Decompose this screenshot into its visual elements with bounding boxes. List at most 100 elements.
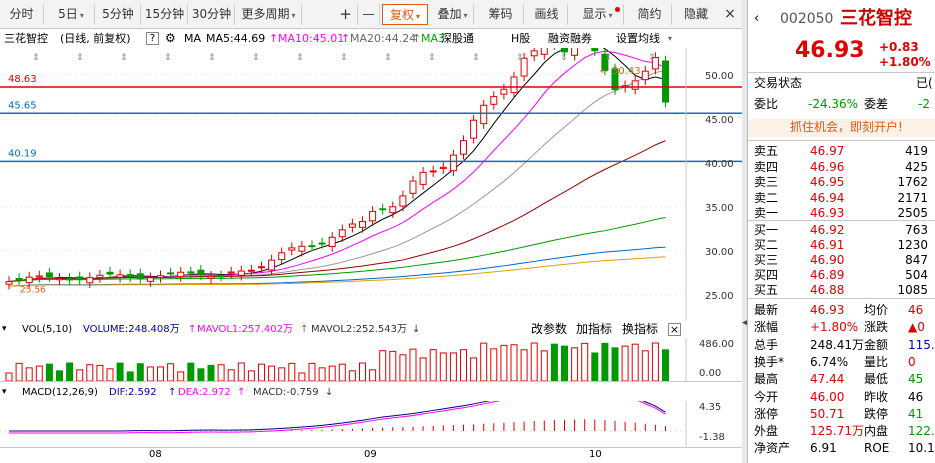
event-marker-icon[interactable]: ⇕ bbox=[120, 53, 128, 63]
vol-edit-params-button[interactable]: 改参数 bbox=[531, 322, 568, 336]
candle[interactable] bbox=[288, 247, 296, 251]
candle[interactable] bbox=[86, 277, 94, 284]
candle[interactable] bbox=[439, 166, 447, 169]
vol-add-indicator-button[interactable]: 加指标 bbox=[576, 322, 613, 336]
panel-splitter[interactable]: ◀ bbox=[742, 0, 749, 463]
candle[interactable] bbox=[500, 88, 508, 95]
candle[interactable] bbox=[409, 180, 417, 194]
candle[interactable] bbox=[177, 271, 185, 278]
candle[interactable] bbox=[591, 48, 599, 52]
event-marker-icon[interactable]: ⇕ bbox=[472, 53, 480, 63]
bid-row[interactable]: 买一 46.92 763 bbox=[748, 223, 935, 238]
event-marker-icon[interactable]: ⇕ bbox=[76, 53, 84, 63]
candle[interactable] bbox=[520, 57, 528, 77]
candle[interactable] bbox=[25, 276, 33, 284]
collapse-arrow-icon[interactable]: ◀ bbox=[742, 318, 749, 328]
help-icon[interactable]: ? bbox=[146, 32, 159, 45]
bid-row[interactable]: 买三 46.90 847 bbox=[748, 253, 935, 268]
candle[interactable] bbox=[490, 96, 498, 105]
candle[interactable] bbox=[167, 272, 175, 275]
event-marker-icon[interactable]: ⇕ bbox=[340, 53, 348, 63]
candle[interactable] bbox=[268, 259, 276, 271]
candle[interactable] bbox=[359, 221, 366, 228]
tab-5day[interactable]: 5日 ▾ bbox=[48, 4, 95, 25]
candle[interactable] bbox=[540, 48, 548, 55]
candle[interactable] bbox=[379, 208, 387, 211]
zoom-out-button[interactable]: — bbox=[358, 4, 380, 25]
candle[interactable] bbox=[227, 271, 235, 274]
candle[interactable] bbox=[308, 245, 316, 248]
margin-trading-link[interactable]: 融资融券 bbox=[548, 32, 592, 45]
candle[interactable] bbox=[429, 170, 437, 173]
candle[interactable] bbox=[470, 119, 478, 139]
display-button[interactable]: 显示 ▾ bbox=[572, 4, 624, 25]
tab-15min[interactable]: 15分钟 bbox=[142, 4, 188, 25]
candle[interactable] bbox=[298, 245, 306, 252]
tab-more-periods[interactable]: 更多周期 ▾ bbox=[236, 4, 302, 25]
close-icon[interactable]: × bbox=[724, 6, 736, 22]
open-account-promo[interactable]: 抓住机会，即刻开户! bbox=[790, 120, 903, 134]
candle[interactable] bbox=[56, 278, 63, 281]
candle[interactable] bbox=[96, 274, 104, 278]
candle[interactable] bbox=[480, 104, 488, 125]
candle[interactable] bbox=[157, 275, 164, 279]
candle[interactable] bbox=[237, 270, 245, 276]
candle[interactable] bbox=[106, 271, 114, 275]
candle[interactable] bbox=[35, 275, 43, 278]
event-marker-icon[interactable]: ⇕ bbox=[208, 53, 216, 63]
event-marker-icon[interactable]: ⇕ bbox=[560, 53, 568, 63]
event-marker-icon[interactable]: ⇕ bbox=[604, 53, 612, 63]
candle[interactable] bbox=[217, 275, 225, 278]
candlestick-chart[interactable]: 48.63 45.65 40.19 ⇕ ⇕ ⇕ ⇕ ⇕ ⇕ ⇕ ⇕ ⇕ ⇕ ⇕ ⇕ ⇕ ⇕ ⇕ ← 50.43 25.5… bbox=[0, 48, 742, 320]
candle[interactable] bbox=[662, 60, 669, 103]
candle[interactable] bbox=[5, 281, 13, 285]
candle[interactable] bbox=[76, 276, 84, 281]
candle[interactable] bbox=[197, 269, 205, 276]
draw-line-button[interactable]: 画线 bbox=[526, 4, 568, 25]
chip-distribution-button[interactable]: 筹码 bbox=[478, 4, 524, 25]
vol-switch-indicator-button[interactable]: 换指标 bbox=[622, 322, 659, 336]
hide-button[interactable]: 隐藏 bbox=[683, 7, 708, 21]
event-marker-icon[interactable]: ⇕ bbox=[428, 53, 436, 63]
set-ma-button[interactable]: 设置均线 bbox=[616, 32, 660, 45]
ask-row[interactable]: 卖四 46.96 425 bbox=[748, 160, 935, 175]
volume-chart[interactable]: 486.00 0.00 bbox=[0, 338, 742, 382]
candle[interactable] bbox=[631, 80, 639, 90]
event-marker-icon[interactable]: ⇕ bbox=[384, 53, 392, 63]
close-icon[interactable]: × bbox=[668, 323, 681, 336]
tab-intraday[interactable]: 分时 bbox=[0, 4, 44, 25]
tab-30min[interactable]: 30分钟 bbox=[189, 4, 235, 25]
chevron-down-icon[interactable]: ▾ bbox=[2, 387, 7, 397]
candle[interactable] bbox=[449, 154, 457, 172]
ask-row[interactable]: 卖二 46.94 2171 bbox=[748, 191, 935, 206]
bid-row[interactable]: 买五 46.88 1085 bbox=[748, 283, 935, 298]
tab-5min[interactable]: 5分钟 bbox=[96, 4, 141, 25]
candle[interactable] bbox=[641, 70, 649, 81]
candle[interactable] bbox=[561, 48, 568, 53]
candle[interactable] bbox=[601, 53, 609, 71]
candle[interactable] bbox=[651, 57, 659, 70]
event-marker-icon[interactable]: ⇕ bbox=[648, 53, 656, 63]
candle[interactable] bbox=[571, 48, 579, 56]
simple-mode-button[interactable]: 简约 bbox=[628, 4, 672, 25]
candle[interactable] bbox=[530, 50, 538, 57]
candle[interactable] bbox=[247, 269, 255, 272]
candle[interactable] bbox=[278, 252, 286, 261]
candle[interactable] bbox=[419, 171, 427, 185]
candle[interactable] bbox=[460, 140, 467, 155]
bid-row[interactable]: 买四 46.89 504 bbox=[748, 268, 935, 283]
ask-row[interactable]: 卖三 46.95 1762 bbox=[748, 175, 935, 190]
bid-row[interactable]: 买二 46.91 1230 bbox=[748, 238, 935, 253]
candle[interactable] bbox=[146, 277, 154, 282]
back-arrow-icon[interactable]: ‹ bbox=[754, 11, 760, 26]
h-share-link[interactable]: H股 bbox=[511, 32, 531, 45]
candle[interactable] bbox=[338, 229, 346, 238]
candle[interactable] bbox=[318, 242, 326, 245]
candle[interactable] bbox=[126, 274, 134, 278]
candle[interactable] bbox=[389, 206, 397, 214]
candle[interactable] bbox=[15, 277, 23, 281]
macd-chart[interactable]: 4.35 -1.38 bbox=[0, 401, 742, 447]
hk-connect-link[interactable]: 深股通 bbox=[441, 32, 474, 45]
overlay-button[interactable]: 叠加 ▾ bbox=[432, 4, 474, 25]
candle[interactable] bbox=[116, 274, 124, 278]
